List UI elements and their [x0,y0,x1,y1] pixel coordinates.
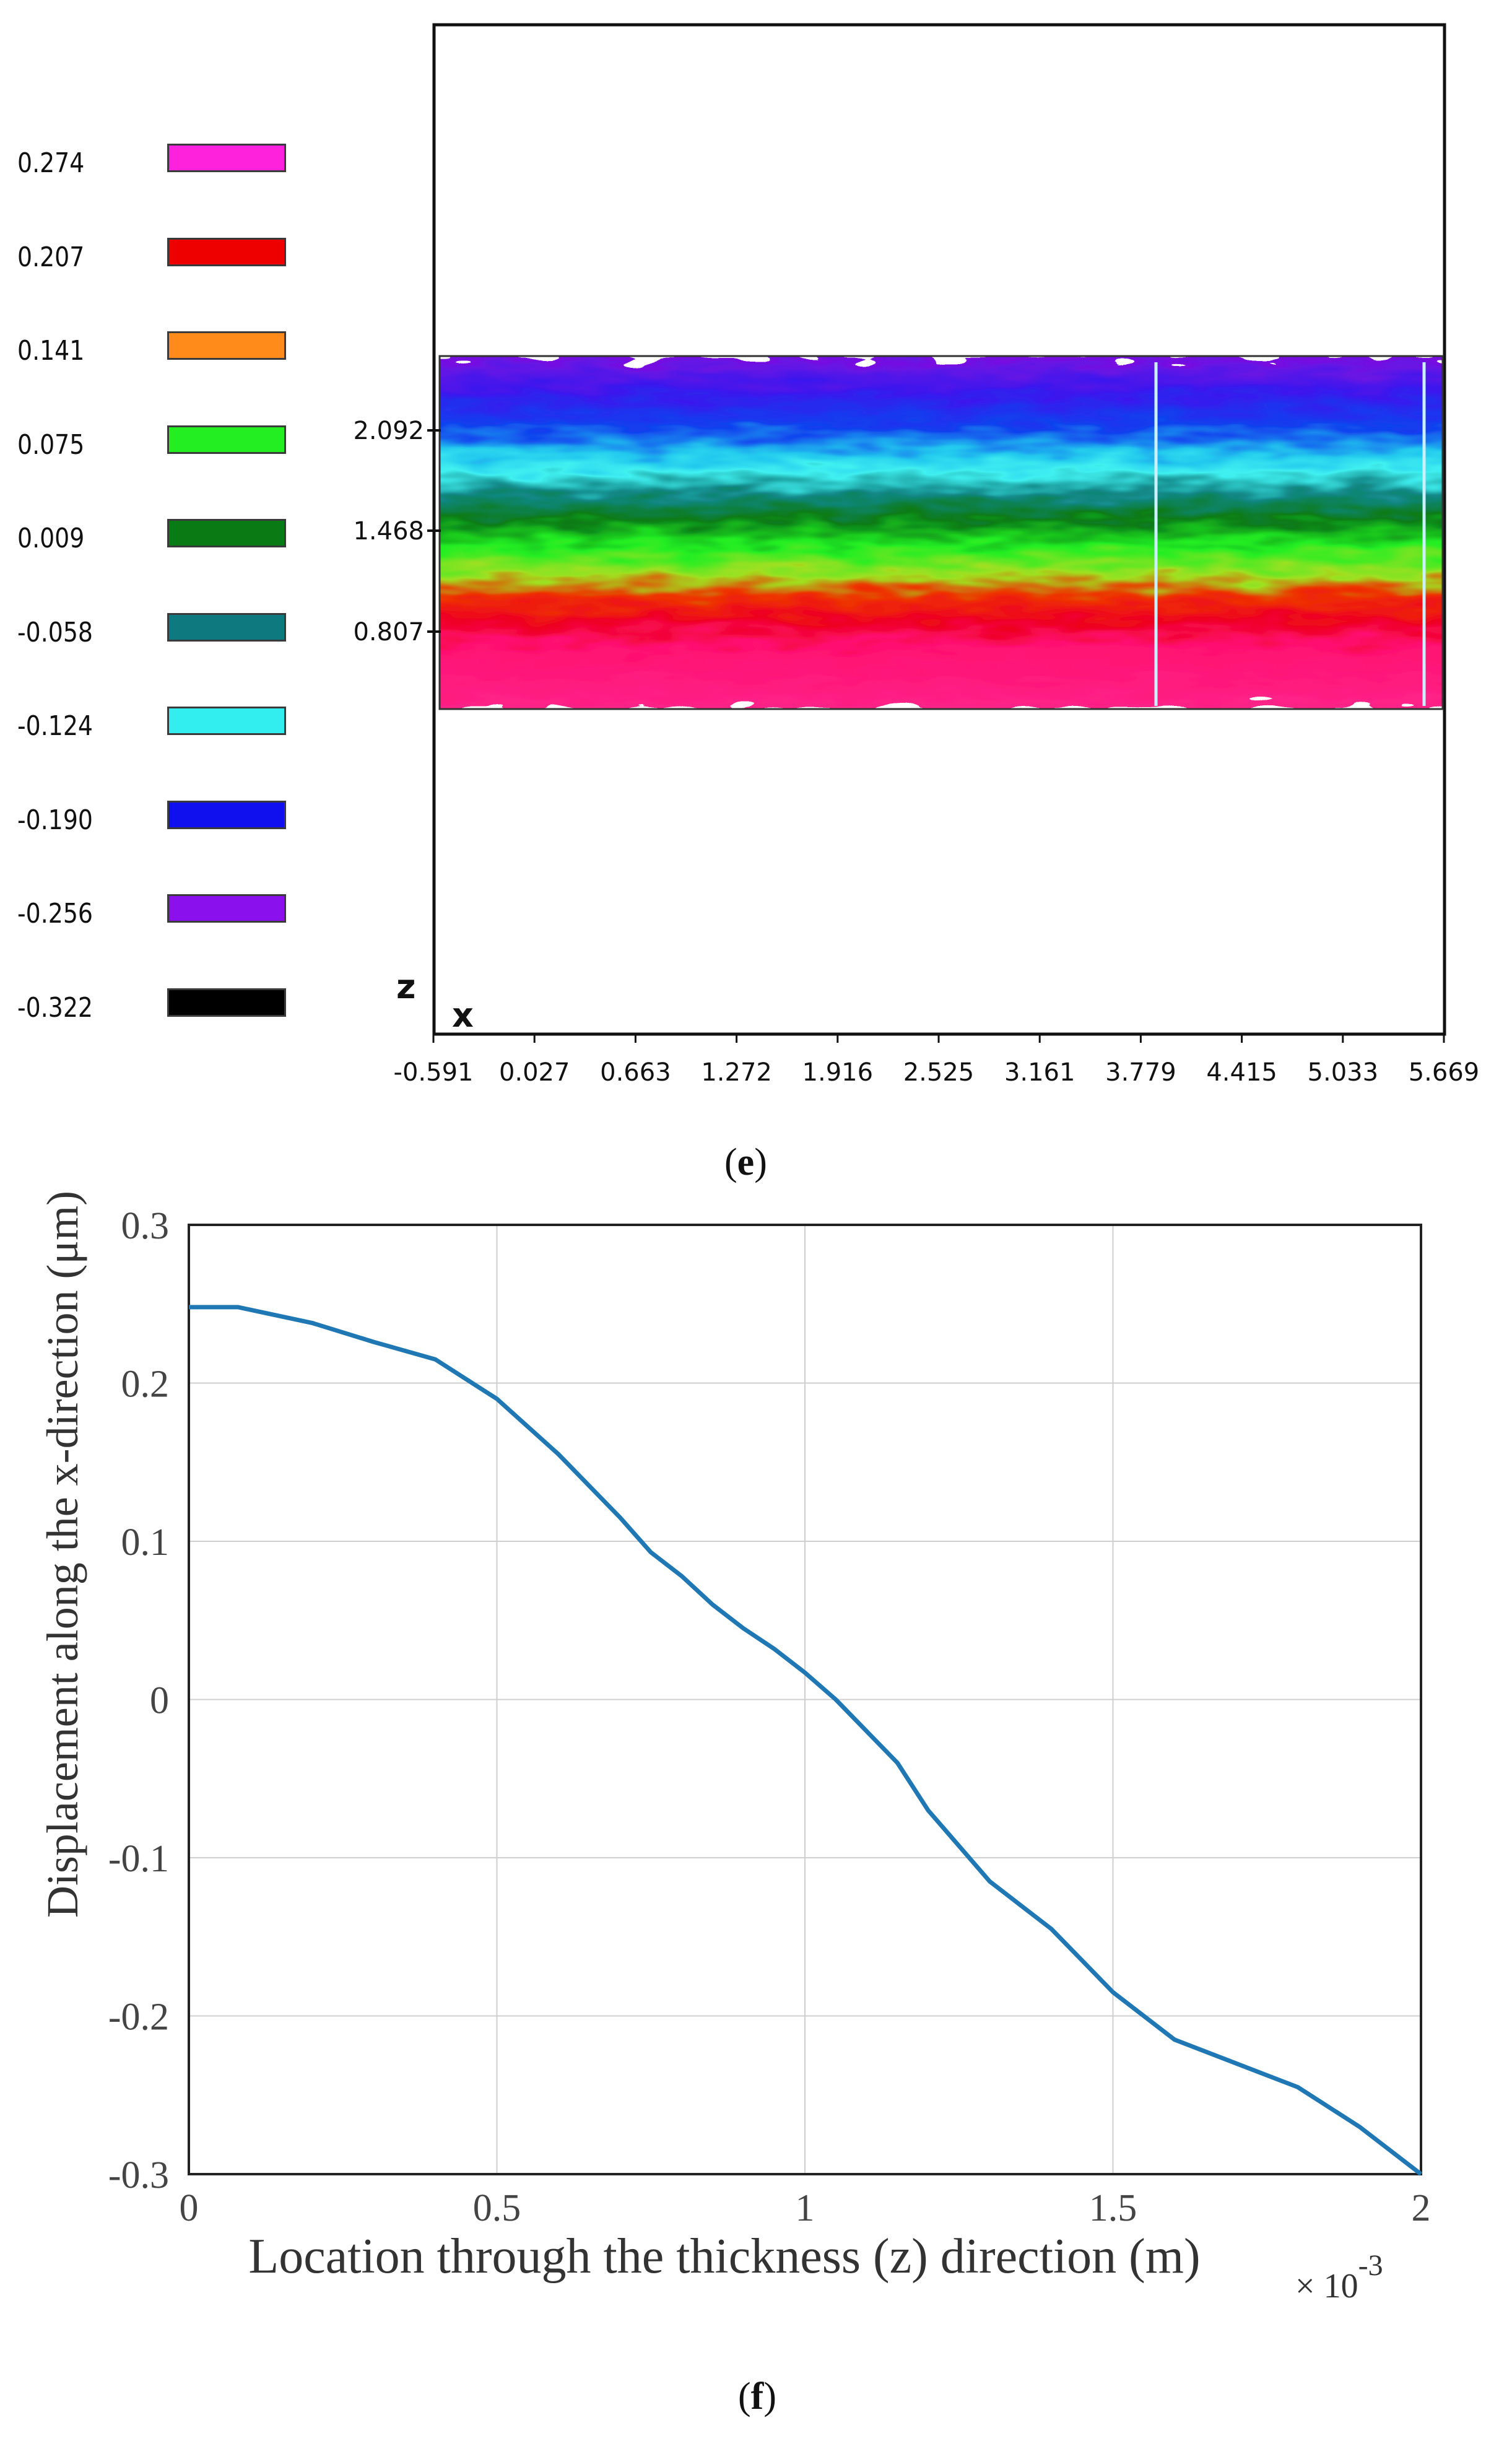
legend-swatch [167,144,286,172]
z-axis-ticks: 2.092 1.468 0.807 [353,417,441,646]
y-tick-label: 0.3 [121,1205,170,1247]
displacement-line-chart: 0.3 0.2 0.1 0 -0.1 -0.2 -0.3 0 0.5 1 1.5 2 Displac… [38,1191,1431,2305]
x-tick-label: 3.161 [1004,1058,1075,1087]
x-axis-ticks: 0 0.5 1 1.5 2 [180,2187,1431,2229]
legend-swatch [167,237,286,266]
contour-band-border [438,355,1444,710]
legend-swatch [167,425,286,454]
y-tick-label: 0.1 [121,1521,170,1564]
x-tick-label: 4.415 [1206,1058,1277,1087]
axes-box [188,1224,1422,2175]
contour-plot: 2.092 1.468 0.807 -0.591 0.027 0.663 1.272 1.9… [353,23,1480,1087]
legend-label: -0.256 [17,898,93,929]
legend-swatch [167,707,286,735]
legend-label: 0.207 [17,241,85,273]
legend-swatch [167,612,286,642]
legend-swatch [167,800,286,829]
z-tick-label: 1.468 [353,517,424,546]
legend-label: -0.190 [17,804,93,836]
x-tick-label: 2 [1412,2187,1431,2229]
x-tick-label: 1.5 [1089,2187,1137,2229]
y-tick-label: -0.3 [108,2154,169,2196]
x-tick-label: 1.272 [701,1058,772,1087]
x-axis-label: x [452,996,474,1035]
x-tick-label: 0.5 [473,2187,521,2229]
x-tick-label: 3.779 [1105,1058,1176,1087]
y-tick-label: -0.2 [108,1996,169,2039]
legend-label: -0.124 [17,710,93,742]
series-line-displacement [189,1305,1423,2176]
z-tick-label: 0.807 [353,618,424,646]
y-axis-ticks: 0.3 0.2 0.1 0 -0.1 -0.2 -0.3 [108,1205,169,2196]
legend-label: 0.141 [17,335,85,367]
panel-label-f: (f) [738,2375,776,2418]
x-tick-label: 5.669 [1409,1058,1480,1087]
x-tick-label: 0.027 [499,1058,570,1087]
x-tick-label: 0.663 [600,1058,671,1087]
legend-swatch [167,331,286,360]
x-tick-label: 0 [180,2187,199,2229]
legend-swatch [167,894,286,923]
x-axis-ticks: -0.591 0.027 0.663 1.272 1.916 2.525 3.161 3.77… [394,1034,1480,1087]
legend-label: 0.075 [17,429,85,461]
grid [189,1225,1421,2174]
x-tick-label: 1.916 [802,1058,874,1087]
legend-swatch [167,988,286,1017]
y-tick-label: 0 [150,1680,169,1722]
y-tick-label: 0.2 [121,1364,170,1406]
z-tick-label: 2.092 [353,417,424,445]
z-axis-label: z [396,967,415,1006]
legend-label: -0.322 [17,991,93,1024]
y-axis-title: Displacement along the x-direction (μm) [38,1191,87,1918]
legend-label: -0.058 [17,616,93,648]
legend-label: 0.009 [17,523,85,554]
legend-swatch [167,519,286,547]
panel-label-e: (e) [724,1141,767,1183]
y-tick-label: -0.1 [108,1838,169,1880]
x-tick-label: 1 [796,2187,815,2229]
x-tick-label: 5.033 [1308,1058,1379,1087]
x-axis-title: Location through the thickness (z) direc… [248,2229,1200,2284]
displacement-contour-band [440,356,1443,709]
x-tick-label: 2.525 [903,1058,975,1087]
x-tick-label: -0.591 [394,1058,474,1087]
x-axis-multiplier: × 10-3 [1295,2249,1383,2305]
legend-label: 0.274 [17,147,85,179]
